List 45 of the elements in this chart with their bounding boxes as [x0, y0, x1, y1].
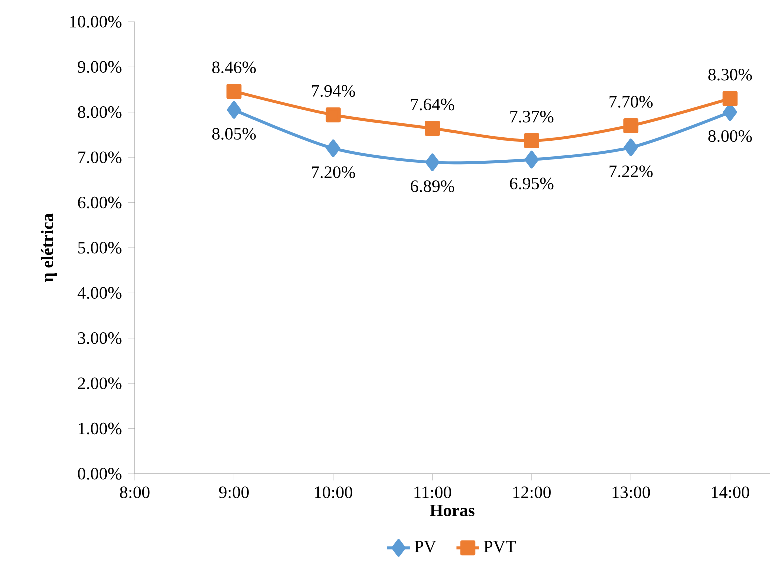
- point: [524, 133, 540, 148]
- data-label: 8.30%: [708, 69, 752, 81]
- data-label: 8.05%: [212, 128, 256, 140]
- data-label: 7.37%: [510, 111, 554, 123]
- x-tick-label: 10:00: [315, 486, 353, 498]
- data-label: 6.95%: [510, 178, 554, 190]
- point: [425, 121, 440, 136]
- data-label: 8.46%: [212, 62, 256, 74]
- y-tick-label: 4.00%: [78, 287, 122, 300]
- legend-label: PVT: [484, 541, 516, 553]
- y-tick-label: 5.00%: [78, 242, 122, 254]
- point: [524, 151, 539, 169]
- point: [624, 118, 639, 134]
- y-tick-label: 2.00%: [78, 378, 122, 390]
- point: [624, 138, 638, 156]
- point: [227, 101, 242, 119]
- data-label: 7.22%: [610, 166, 653, 178]
- data-label: 7.64%: [411, 98, 454, 111]
- data-label: 7.20%: [312, 166, 356, 178]
- point: [326, 140, 340, 158]
- y-tick-label: 7.00%: [78, 152, 122, 164]
- y-axis-title: η elétrica: [41, 214, 58, 282]
- x-tick-label: 12:00: [514, 486, 551, 498]
- data-label: 8.00%: [708, 130, 752, 142]
- y-tick-label: 3.00%: [78, 332, 122, 344]
- y-tick-label: 6.00%: [78, 196, 122, 209]
- x-tick-label: 13:00: [612, 486, 650, 498]
- point: [426, 154, 440, 172]
- point: [226, 84, 242, 100]
- x-tick-label: 14:00: [712, 486, 750, 498]
- y-tick-label: 10.00%: [70, 16, 122, 28]
- y-tick-label: 1.00%: [79, 422, 122, 435]
- x-tick-label: 8:00: [120, 486, 150, 498]
- y-tick-label: 8.00%: [78, 106, 122, 118]
- point: [326, 108, 341, 123]
- data-label: 7.94%: [312, 85, 356, 98]
- data-label: 7.70%: [610, 96, 653, 108]
- x-tick-label: 9:00: [219, 486, 249, 498]
- legend-label: PV: [414, 541, 436, 553]
- y-tick-label: 9.00%: [78, 61, 122, 74]
- y-tick-label: 0.00%: [78, 468, 122, 480]
- data-label: 6.89%: [411, 180, 454, 192]
- x-tick-label: 11:00: [414, 486, 452, 498]
- x-axis-title: Horas: [430, 504, 475, 516]
- point: [722, 91, 738, 106]
